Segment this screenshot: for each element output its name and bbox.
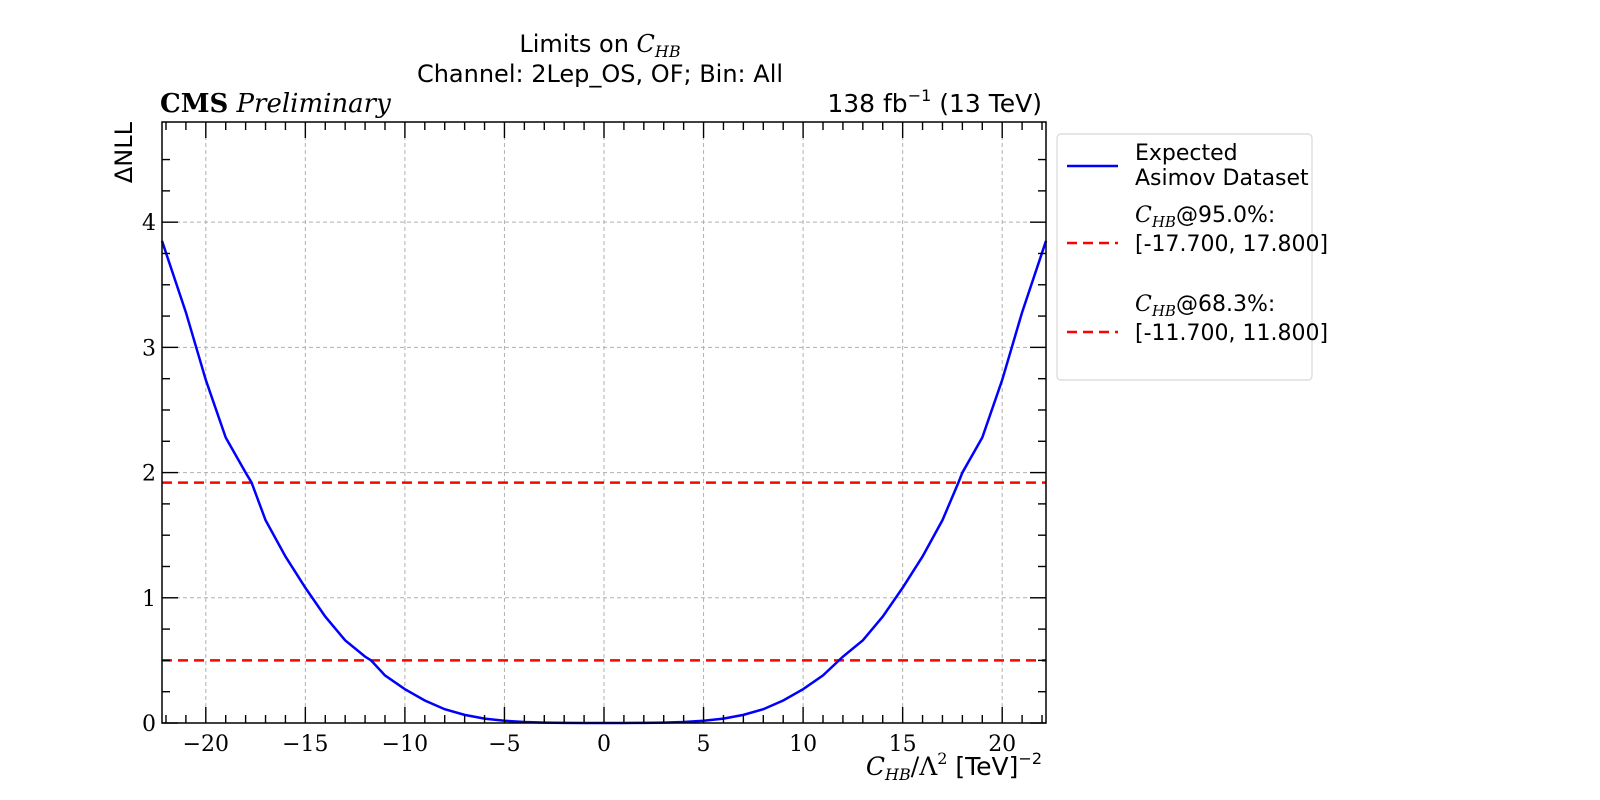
x-tick-label-0: −20 (183, 732, 229, 757)
lumi-label: 138 fb−1 (13 TeV) (827, 86, 1042, 118)
chart-subtitle: Channel: 2Lep_OS, OF; Bin: All (417, 60, 783, 88)
legend-label-expected-line2: Asimov Dataset (1135, 166, 1309, 191)
chart-title: Limits on CHB (519, 30, 680, 61)
grid (162, 122, 1046, 724)
plot-frame (161, 121, 1047, 724)
x-tick-label-1: −15 (282, 732, 328, 757)
legend-label-68-line2: [-11.700, 11.800] (1135, 321, 1328, 346)
y-tick-label-2: 2 (142, 462, 156, 487)
x-tick-label-5: 5 (697, 732, 711, 757)
y-tick-label-3: 3 (142, 336, 156, 361)
x-tick-label-6: 10 (789, 732, 817, 757)
reference-lines (162, 481, 1046, 662)
x-tick-label-3: −5 (488, 732, 520, 757)
plot-area: −20 −15 −10 −5 0 5 10 15 20 0 1 2 3 4 (142, 121, 1048, 757)
x-tick-label-7: 15 (889, 732, 917, 757)
y-tick-label-0: 0 (142, 712, 156, 737)
legend-frame (1056, 133, 1313, 381)
x-tick-labels: −20 −15 −10 −5 0 5 10 15 20 (183, 732, 1017, 757)
legend-label-expected-line1: Expected (1135, 141, 1238, 166)
x-tick-label-8: 20 (988, 732, 1016, 757)
axis-ticks (162, 122, 1046, 724)
x-tick-label-4: 0 (597, 732, 611, 757)
y-tick-labels: 0 1 2 3 4 (142, 211, 156, 737)
legend-label-95-line2: [-17.700, 17.800] (1135, 232, 1328, 257)
legend: Expected Asimov Dataset CHB@95.0%: [-17.… (1056, 133, 1328, 381)
x-axis-label: CHB/Λ2 [TeV]−2 (866, 749, 1042, 784)
y-tick-label-4: 4 (142, 211, 156, 236)
cms-label: CMS Preliminary (160, 89, 391, 119)
legend-label-68-line1: CHB@68.3%: (1135, 292, 1275, 320)
legend-label-95-line1: CHB@95.0%: (1135, 203, 1275, 231)
y-axis-label: ΔNLL (110, 121, 138, 183)
x-tick-label-2: −10 (382, 732, 428, 757)
y-tick-label-1: 1 (142, 587, 156, 612)
